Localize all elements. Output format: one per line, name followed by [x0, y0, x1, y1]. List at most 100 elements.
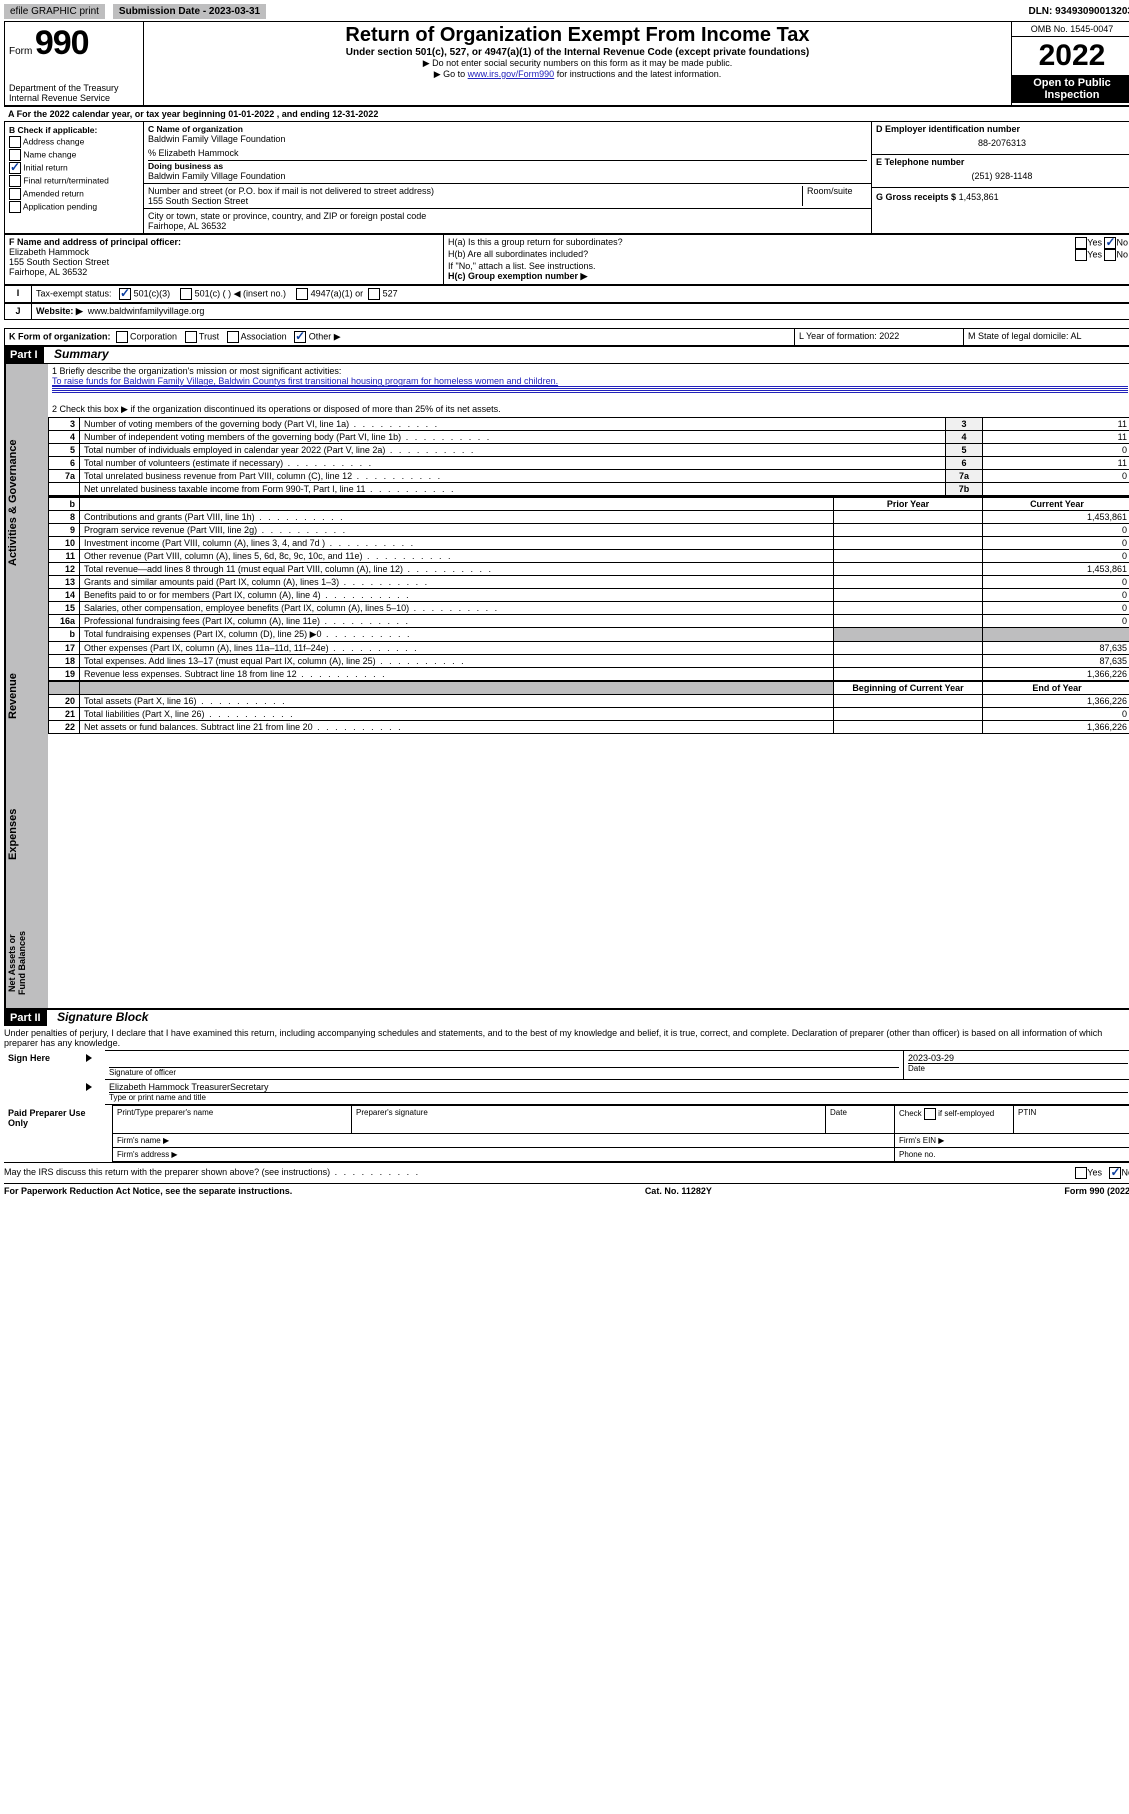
declaration: Under penalties of perjury, I declare th… — [4, 1026, 1129, 1050]
lbl-yes: Yes — [1087, 237, 1102, 247]
chk-address-change[interactable] — [9, 136, 21, 148]
chk-initial-return[interactable] — [9, 162, 21, 174]
prep-check-label: Check — [899, 1109, 924, 1118]
name-title-label: Type or print name and title — [109, 1092, 1128, 1102]
dba: Baldwin Family Village Foundation — [148, 171, 867, 181]
table-row: 7aTotal unrelated business revenue from … — [49, 470, 1129, 483]
tri-icon — [86, 1054, 92, 1062]
chk-trust[interactable] — [185, 331, 197, 343]
table-row: Net unrelated business taxable income fr… — [49, 483, 1129, 496]
tax-year: 2022 — [1012, 37, 1129, 75]
sign-here-table: Sign Here Signature of officer 2023-03-2… — [4, 1050, 1129, 1105]
box-c-addr: Number and street (or P.O. box if mail i… — [144, 184, 872, 209]
phone-label: E Telephone number — [876, 157, 1128, 167]
opt-4947: 4947(a)(1) or — [311, 288, 364, 298]
table-row: 13Grants and similar amounts paid (Part … — [49, 576, 1129, 589]
part1-body: Activities & Governance Revenue Expenses… — [4, 363, 1129, 1009]
c-name-label: C Name of organization — [148, 124, 867, 134]
col-begin: Beginning of Current Year — [834, 682, 983, 695]
opt-corp: Corporation — [130, 331, 177, 341]
gross-receipts: 1,453,861 — [959, 192, 999, 202]
col-current: Current Year — [983, 497, 1129, 511]
room-label: Room/suite — [807, 186, 867, 196]
k-content: K Form of organization: Corporation Trus… — [5, 329, 795, 346]
goto-link[interactable]: www.irs.gov/Form990 — [468, 69, 555, 79]
gross-label: G Gross receipts $ — [876, 192, 956, 202]
net-header: Beginning of Current Year End of Year 20… — [48, 681, 1129, 734]
chk-irs-no[interactable] — [1109, 1167, 1121, 1179]
form-under: Under section 501(c), 527, or 4947(a)(1)… — [148, 47, 1007, 58]
firm-addr: Firm's address ▶ — [113, 1148, 895, 1162]
boxes-bcd: B Check if applicable: Address change Na… — [4, 121, 1129, 234]
table-row: 15Salaries, other compensation, employee… — [49, 602, 1129, 615]
box-b-label: B Check if applicable: — [9, 125, 139, 135]
table-row: 22Net assets or fund balances. Subtract … — [49, 721, 1129, 734]
table-row: 16aProfessional fundraising fees (Part I… — [49, 615, 1129, 628]
col-end: End of Year — [983, 682, 1129, 695]
footer-mid: Cat. No. 11282Y — [645, 1186, 712, 1196]
line2-text: 2 Check this box ▶ if the organization d… — [52, 404, 501, 414]
m-content: M State of legal domicile: AL — [964, 329, 1129, 346]
chk-ha-yes[interactable] — [1075, 237, 1087, 249]
table-row: 6Total number of volunteers (estimate if… — [49, 457, 1129, 470]
care-of: % Elizabeth Hammock — [148, 148, 867, 158]
chk-amended[interactable] — [9, 188, 21, 200]
h-note: If "No," attach a list. See instructions… — [448, 261, 1128, 271]
chk-corp[interactable] — [116, 331, 128, 343]
chk-ha-no[interactable] — [1104, 237, 1116, 249]
j-letter: J — [5, 304, 32, 320]
row-j: J Website: ▶ www.baldwinfamilyvillage.or… — [4, 303, 1129, 320]
open-inspection: Open to Public Inspection — [1012, 75, 1129, 103]
box-f: F Name and address of principal officer:… — [5, 235, 444, 285]
lbl-pending: Application pending — [23, 201, 97, 211]
opt-trust: Trust — [199, 331, 219, 341]
col-prior: Prior Year — [834, 497, 983, 511]
part1-title: Summary — [46, 347, 109, 361]
efile-label: efile GRAPHIC print — [4, 4, 105, 19]
row-i: I Tax-exempt status: 501(c)(3) 501(c) ( … — [4, 285, 1129, 303]
chk-app-pending[interactable] — [9, 201, 21, 213]
part1-header-row: Part I Summary — [4, 346, 1129, 363]
i-letter: I — [5, 286, 32, 303]
chk-hb-yes[interactable] — [1075, 249, 1087, 261]
k-label: K Form of organization: — [9, 331, 111, 341]
part2-header: Part II — [4, 1010, 47, 1026]
table-row: 11Other revenue (Part VIII, column (A), … — [49, 550, 1129, 563]
may-irs-row: May the IRS discuss this return with the… — [4, 1162, 1129, 1183]
officer-addr1: 155 South Section Street — [9, 257, 439, 267]
lbl-no: No — [1116, 237, 1128, 247]
footer-right: Form 990 (2022) — [1064, 1186, 1129, 1196]
table-row: 8Contributions and grants (Part VIII, li… — [49, 511, 1129, 524]
dln: DLN: 93493090013203 — [1028, 6, 1129, 17]
opt-527: 527 — [383, 288, 398, 298]
chk-4947[interactable] — [296, 288, 308, 300]
sig-date: 2023-03-29 — [908, 1053, 1128, 1063]
chk-final[interactable] — [9, 175, 21, 187]
table-row: 19Revenue less expenses. Subtract line 1… — [49, 668, 1129, 681]
chk-501c[interactable] — [180, 288, 192, 300]
table-row: 3Number of voting members of the governi… — [49, 418, 1129, 431]
table-row: 17Other expenses (Part IX, column (A), l… — [49, 642, 1129, 655]
prep-name-label: Print/Type preparer's name — [117, 1108, 347, 1117]
table-row: 14Benefits paid to or for members (Part … — [49, 589, 1129, 602]
page-footer: For Paperwork Reduction Act Notice, see … — [4, 1184, 1129, 1198]
lbl-yes2: Yes — [1087, 249, 1102, 259]
box-h: H(a) Is this a group return for subordin… — [444, 235, 1129, 285]
chk-self-emp[interactable] — [924, 1108, 936, 1120]
f-label: F Name and address of principal officer: — [9, 237, 439, 247]
chk-501c3[interactable] — [119, 288, 131, 300]
addr-label: Number and street (or P.O. box if mail i… — [148, 186, 802, 196]
j-content: Website: ▶ www.baldwinfamilyvillage.org — [32, 304, 1129, 320]
chk-other[interactable] — [294, 331, 306, 343]
chk-527[interactable] — [368, 288, 380, 300]
i-content: Tax-exempt status: 501(c)(3) 501(c) ( ) … — [32, 286, 1129, 303]
chk-hb-no[interactable] — [1104, 249, 1116, 261]
lbl-no2: No — [1116, 249, 1128, 259]
hc-label: H(c) Group exemption number ▶ — [448, 271, 1128, 282]
j-label: Website: ▶ — [36, 306, 83, 316]
name-title: Elizabeth Hammock TreasurerSecretary — [109, 1082, 1128, 1092]
chk-irs-yes[interactable] — [1075, 1167, 1087, 1179]
chk-assoc[interactable] — [227, 331, 239, 343]
part2-title: Signature Block — [49, 1010, 148, 1024]
goto-inst: ▶ Go to www.irs.gov/Form990 for instruct… — [148, 69, 1007, 80]
